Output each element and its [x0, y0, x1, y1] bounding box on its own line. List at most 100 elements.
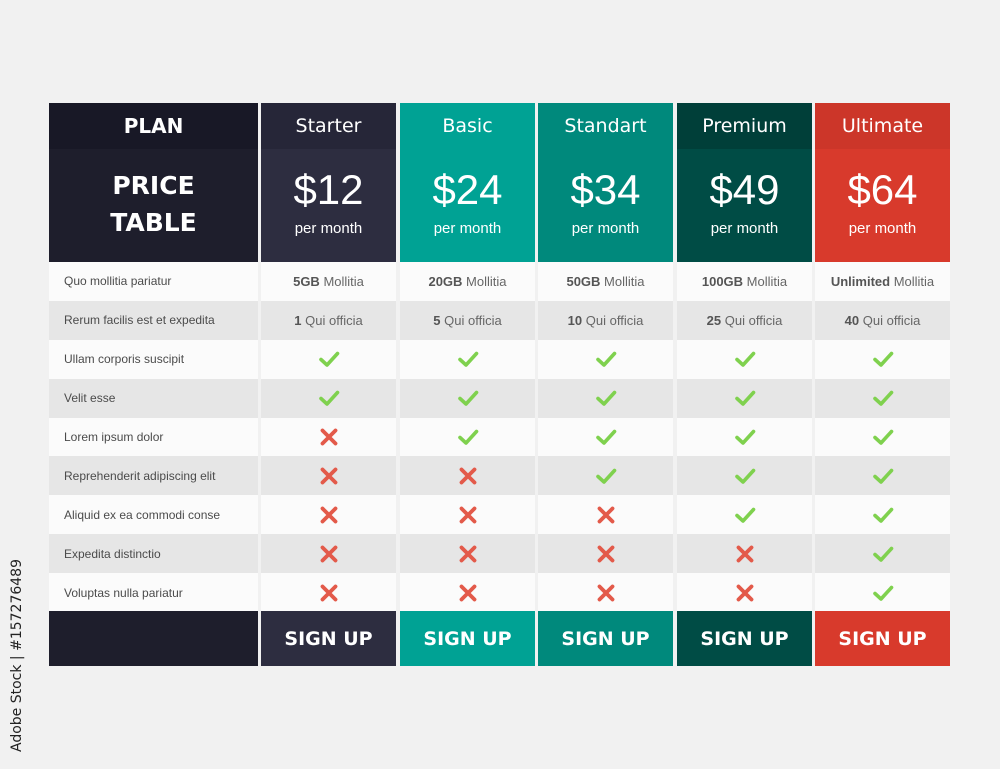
- storage-amount: Unlimited: [830, 273, 891, 289]
- signup-button[interactable]: SIGN UP: [400, 611, 535, 666]
- storage-value: 100GB Mollitia: [677, 262, 812, 301]
- feature-label: Rerum facilis est et expedita: [49, 300, 258, 340]
- signup-label: SIGN UP: [561, 627, 650, 650]
- check-icon: [595, 426, 617, 448]
- plan-label: PLAN: [123, 114, 184, 138]
- pricing-table: PLAN PRICE TABLE Quo mollitia pariatur R…: [49, 103, 950, 666]
- feature-availability: [677, 417, 812, 457]
- feature-values: 5GB Mollitia 1 Qui officia: [261, 262, 396, 613]
- storage-unit: Mollitia: [600, 273, 645, 289]
- storage-unit: Mollitia: [319, 273, 364, 289]
- plan-name-header: Ultimate: [815, 103, 950, 149]
- feature-label: Lorem ipsum dolor: [49, 417, 258, 457]
- storage-unit: Mollitia: [890, 273, 935, 289]
- office-unit: Qui officia: [582, 312, 644, 328]
- signup-label: SIGN UP: [284, 627, 373, 650]
- check-icon: [318, 387, 340, 409]
- check-icon: [595, 465, 617, 487]
- check-icon: [734, 348, 756, 370]
- office-amount: 25: [706, 312, 722, 328]
- plan-name-header: Standart: [538, 103, 673, 149]
- plan-name: Standart: [564, 115, 647, 137]
- check-icon: [595, 387, 617, 409]
- office-unit: Qui officia: [440, 312, 502, 328]
- feature-availability: [400, 339, 535, 379]
- storage-value: 50GB Mollitia: [538, 262, 673, 301]
- cross-icon: [595, 504, 617, 526]
- feature-availability: [400, 495, 535, 535]
- plan-name-header: Basic: [400, 103, 535, 149]
- feature-availability: [815, 495, 950, 535]
- feature-availability: [815, 534, 950, 574]
- feature-availability: [261, 378, 396, 418]
- cross-icon: [457, 504, 479, 526]
- feature-availability: [261, 417, 396, 457]
- check-icon: [734, 504, 756, 526]
- price-period: per month: [433, 220, 502, 237]
- cross-icon: [318, 582, 340, 604]
- feature-availability: [261, 456, 396, 496]
- feature-availability: [677, 573, 812, 613]
- cross-icon: [734, 543, 756, 565]
- feature-values: 50GB Mollitia 10 Qui officia: [538, 262, 673, 613]
- storage-amount: 50GB: [566, 273, 601, 289]
- feature-availability: [538, 456, 673, 496]
- office-unit: Qui officia: [721, 312, 783, 328]
- feature-availability: [261, 495, 396, 535]
- feature-availability: [677, 456, 812, 496]
- check-icon: [734, 426, 756, 448]
- feature-availability: [538, 534, 673, 574]
- feature-label: Aliquid ex ea commodi conse: [49, 495, 258, 535]
- feature-availability: [677, 339, 812, 379]
- price-value: $64: [847, 166, 918, 213]
- price-value: $24: [432, 166, 503, 213]
- office-amount: 5: [433, 312, 441, 328]
- feature-availability: [538, 417, 673, 457]
- feature-availability: [400, 417, 535, 457]
- office-unit: Qui officia: [859, 312, 921, 328]
- price-block: $12 per month: [261, 149, 396, 262]
- signup-button[interactable]: SIGN UP: [815, 611, 950, 666]
- check-icon: [734, 465, 756, 487]
- check-icon: [872, 504, 894, 526]
- price-table-title: PRICE TABLE: [49, 167, 258, 241]
- check-icon: [872, 465, 894, 487]
- feature-availability: [538, 573, 673, 613]
- feature-label: Voluptas nulla pariatur: [49, 573, 258, 613]
- signup-label: SIGN UP: [700, 627, 789, 650]
- price-table-title-block: PRICE TABLE: [49, 149, 258, 262]
- feature-availability: [538, 378, 673, 418]
- plan-column-basic: Basic $24 per month 20GB Mollitia 5 Qui offi…: [400, 103, 535, 666]
- check-icon: [457, 387, 479, 409]
- office-amount: 1: [294, 312, 302, 328]
- storage-unit: Mollitia: [743, 273, 788, 289]
- feature-availability: [815, 378, 950, 418]
- office-value: 5 Qui officia: [400, 300, 535, 340]
- office-amount: 40: [844, 312, 860, 328]
- office-value: 1 Qui officia: [261, 300, 396, 340]
- feature-label: Velit esse: [49, 378, 258, 418]
- cross-icon: [595, 543, 617, 565]
- feature-availability: [400, 378, 535, 418]
- cross-icon: [318, 504, 340, 526]
- cross-icon: [457, 465, 479, 487]
- signup-button[interactable]: SIGN UP: [677, 611, 812, 666]
- signup-button[interactable]: SIGN UP: [538, 611, 673, 666]
- check-icon: [872, 426, 894, 448]
- check-icon: [595, 348, 617, 370]
- price-period: per month: [294, 220, 363, 237]
- office-value: 40 Qui officia: [815, 300, 950, 340]
- signup-button[interactable]: SIGN UP: [261, 611, 396, 666]
- feature-availability: [677, 495, 812, 535]
- storage-amount: 5GB: [293, 273, 320, 289]
- price-value: $34: [570, 166, 641, 213]
- check-icon: [872, 348, 894, 370]
- plan-name: Premium: [702, 115, 787, 137]
- cross-icon: [318, 543, 340, 565]
- storage-value: Unlimited Mollitia: [815, 262, 950, 301]
- feature-label: Ullam corporis suscipit: [49, 339, 258, 379]
- price-block: $34 per month: [538, 149, 673, 262]
- feature-availability: [815, 573, 950, 613]
- feature-availability: [261, 573, 396, 613]
- plan-column-starter: Starter $12 per month 5GB Mollitia 1 Qui off…: [261, 103, 396, 666]
